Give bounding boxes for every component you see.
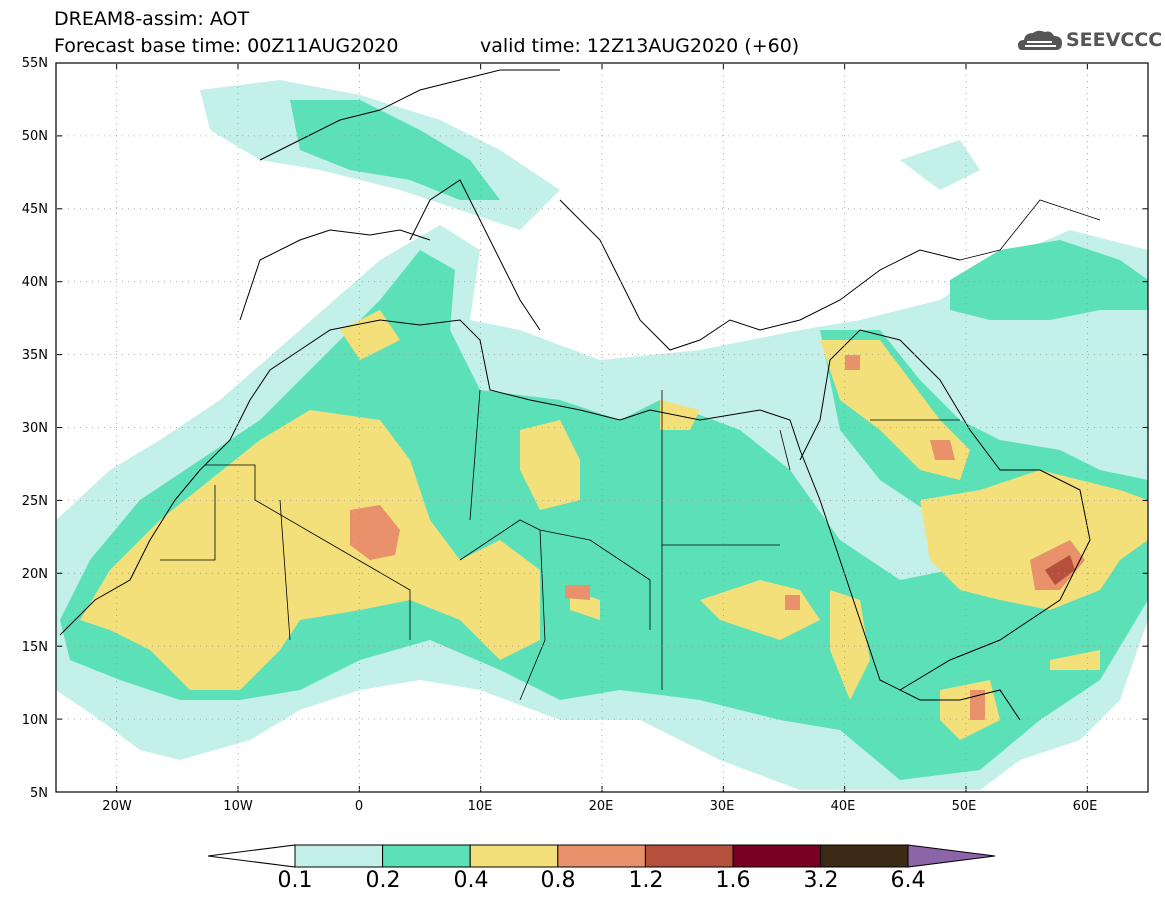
lon-label: 20E (588, 799, 614, 814)
lon-label: 10E (467, 799, 493, 814)
lon-label: 40E (830, 799, 856, 814)
lat-label: 15N (21, 640, 48, 655)
lon-label: 20W (102, 799, 132, 814)
colorbar-high-arrow (907, 844, 996, 868)
lat-label: 35N (21, 348, 48, 363)
map-title: DREAM8-assim: AOT (54, 8, 250, 30)
lat-label: 55N (21, 56, 48, 71)
colorbar-box (820, 844, 909, 868)
lat-label: 10N (21, 713, 48, 728)
colorbar-label: 6.4 (890, 868, 926, 893)
lon-label: 60E (1072, 799, 1098, 814)
lat-label: 50N (21, 129, 48, 144)
lon-label: 10W (223, 799, 253, 814)
colorbar-box (382, 844, 471, 868)
lon-label: 30E (709, 799, 735, 814)
colorbar-label: 3.2 (803, 868, 839, 893)
colorbar-label: 0.2 (365, 868, 401, 893)
cloud-logo-icon (1018, 30, 1062, 50)
lat-label: 30N (21, 421, 48, 436)
lat-label: 40N (21, 275, 48, 290)
logo-text: SEEVCCC (1066, 29, 1163, 51)
colorbar-label: 1.2 (628, 868, 664, 893)
colorbar-label: 0.8 (540, 868, 576, 893)
colorbar-label: 1.6 (715, 868, 751, 893)
aot-level-0.4 (80, 310, 1148, 740)
colorbar-label: 0.4 (453, 868, 489, 893)
valid-time: valid time: 12Z13AUG2020 (+60) (480, 35, 800, 57)
colorbar-low-arrow (207, 844, 296, 868)
colorbar-box (469, 844, 559, 868)
colorbar-box (644, 844, 734, 868)
lat-label: 45N (21, 202, 48, 217)
forecast-base-time: Forecast base time: 00Z11AUG2020 (54, 35, 399, 57)
colorbar-box (294, 844, 384, 868)
aot-level-1.2 (1045, 555, 1075, 585)
lat-label: 20N (21, 567, 48, 582)
colorbar-box (732, 844, 822, 868)
lon-label: 50E (951, 799, 977, 814)
lat-label: 5N (30, 786, 48, 801)
colorbar (207, 844, 996, 868)
colorbar-box (557, 844, 646, 868)
lon-label: 0 (354, 799, 364, 814)
colorbar-label: 0.1 (277, 868, 313, 893)
lat-label: 25N (21, 494, 48, 509)
